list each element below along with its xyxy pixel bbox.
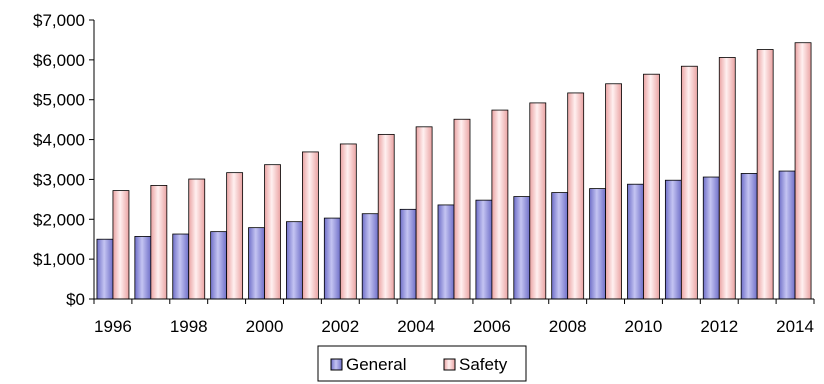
bar-safety-2007 xyxy=(529,102,547,300)
bar-safety-2003 xyxy=(377,133,395,300)
bar-general-2014 xyxy=(778,170,796,300)
bar-general-2004 xyxy=(399,208,417,300)
legend-frame xyxy=(317,345,527,382)
y-tick-label: $2,000 xyxy=(33,210,85,229)
x-tick-label: 2008 xyxy=(549,317,587,336)
bar-safety-2001 xyxy=(302,151,319,300)
y-tick-label: $1,000 xyxy=(33,250,85,269)
bar-general-1998 xyxy=(172,233,190,300)
bar-safety-2004 xyxy=(415,126,433,300)
bar-general-2001 xyxy=(286,221,303,300)
legend-label-general: General xyxy=(346,355,406,374)
legend-swatch-general xyxy=(330,358,343,371)
bar-general-1997 xyxy=(134,236,152,300)
x-tick-label: 2012 xyxy=(700,317,738,336)
y-tick-label: $5,000 xyxy=(33,91,85,110)
bar-general-2009 xyxy=(589,188,606,300)
bar-safety-2011 xyxy=(680,65,698,300)
y-tick-label: $0 xyxy=(66,290,85,309)
bar-general-2013 xyxy=(740,173,758,300)
x-tick-label: 1996 xyxy=(94,317,132,336)
x-tick-label: 2000 xyxy=(246,317,284,336)
bar-safety-2013 xyxy=(756,49,774,300)
bar-safety-2012 xyxy=(718,57,736,300)
bar-general-2006 xyxy=(475,199,493,300)
bar-safety-1996 xyxy=(112,190,130,300)
legend: General Safety xyxy=(317,345,527,382)
y-tick-label: $3,000 xyxy=(33,170,85,189)
bar-safety-2005 xyxy=(453,118,471,300)
bar-general-2010 xyxy=(627,183,644,300)
bar-general-2003 xyxy=(361,213,379,300)
bar-safety-2006 xyxy=(491,109,509,300)
y-tick-label: $4,000 xyxy=(33,131,85,150)
bars xyxy=(96,42,812,300)
bar-safety-1997 xyxy=(150,185,168,300)
x-axis-tick-labels: 1996 1998 2000 2002 2004 2006 2008 2010 2012 2014 xyxy=(94,317,814,336)
y-tick-label: $6,000 xyxy=(33,51,85,70)
x-tick-label: 2004 xyxy=(397,317,435,336)
bar-safety-1999 xyxy=(226,172,244,300)
y-axis-tick-labels: $0 $1,000 $2,000 $3,000 $4,000 $5,000 $6,000 $7… xyxy=(33,11,85,309)
x-axis-ticks xyxy=(93,299,815,304)
bar-general-2007 xyxy=(513,196,531,300)
legend-label-safety: Safety xyxy=(459,355,508,374)
x-tick-label: 2006 xyxy=(473,317,511,336)
bar-safety-2014 xyxy=(794,42,812,300)
bar-safety-1998 xyxy=(188,178,206,300)
bar-general-1999 xyxy=(210,231,228,300)
bar-safety-2010 xyxy=(643,73,660,300)
bar-general-1996 xyxy=(96,238,114,300)
bar-general-2000 xyxy=(248,227,265,300)
bar-general-2005 xyxy=(437,204,455,300)
bar-safety-2002 xyxy=(339,143,357,300)
bar-general-2012 xyxy=(702,176,720,300)
x-tick-label: 1998 xyxy=(170,317,208,336)
bar-general-2002 xyxy=(323,217,341,300)
y-tick-label: $7,000 xyxy=(33,11,85,30)
x-tick-label: 2002 xyxy=(321,317,359,336)
legend-swatch-safety xyxy=(443,358,456,371)
y-axis-ticks xyxy=(89,19,94,300)
bar-safety-2008 xyxy=(567,92,585,300)
bar-safety-2009 xyxy=(605,83,622,300)
bar-safety-2000 xyxy=(264,164,281,300)
x-tick-label: 2010 xyxy=(625,317,663,336)
bar-general-2011 xyxy=(664,179,682,300)
bar-general-2008 xyxy=(551,192,569,300)
x-tick-label: 2014 xyxy=(776,317,814,336)
